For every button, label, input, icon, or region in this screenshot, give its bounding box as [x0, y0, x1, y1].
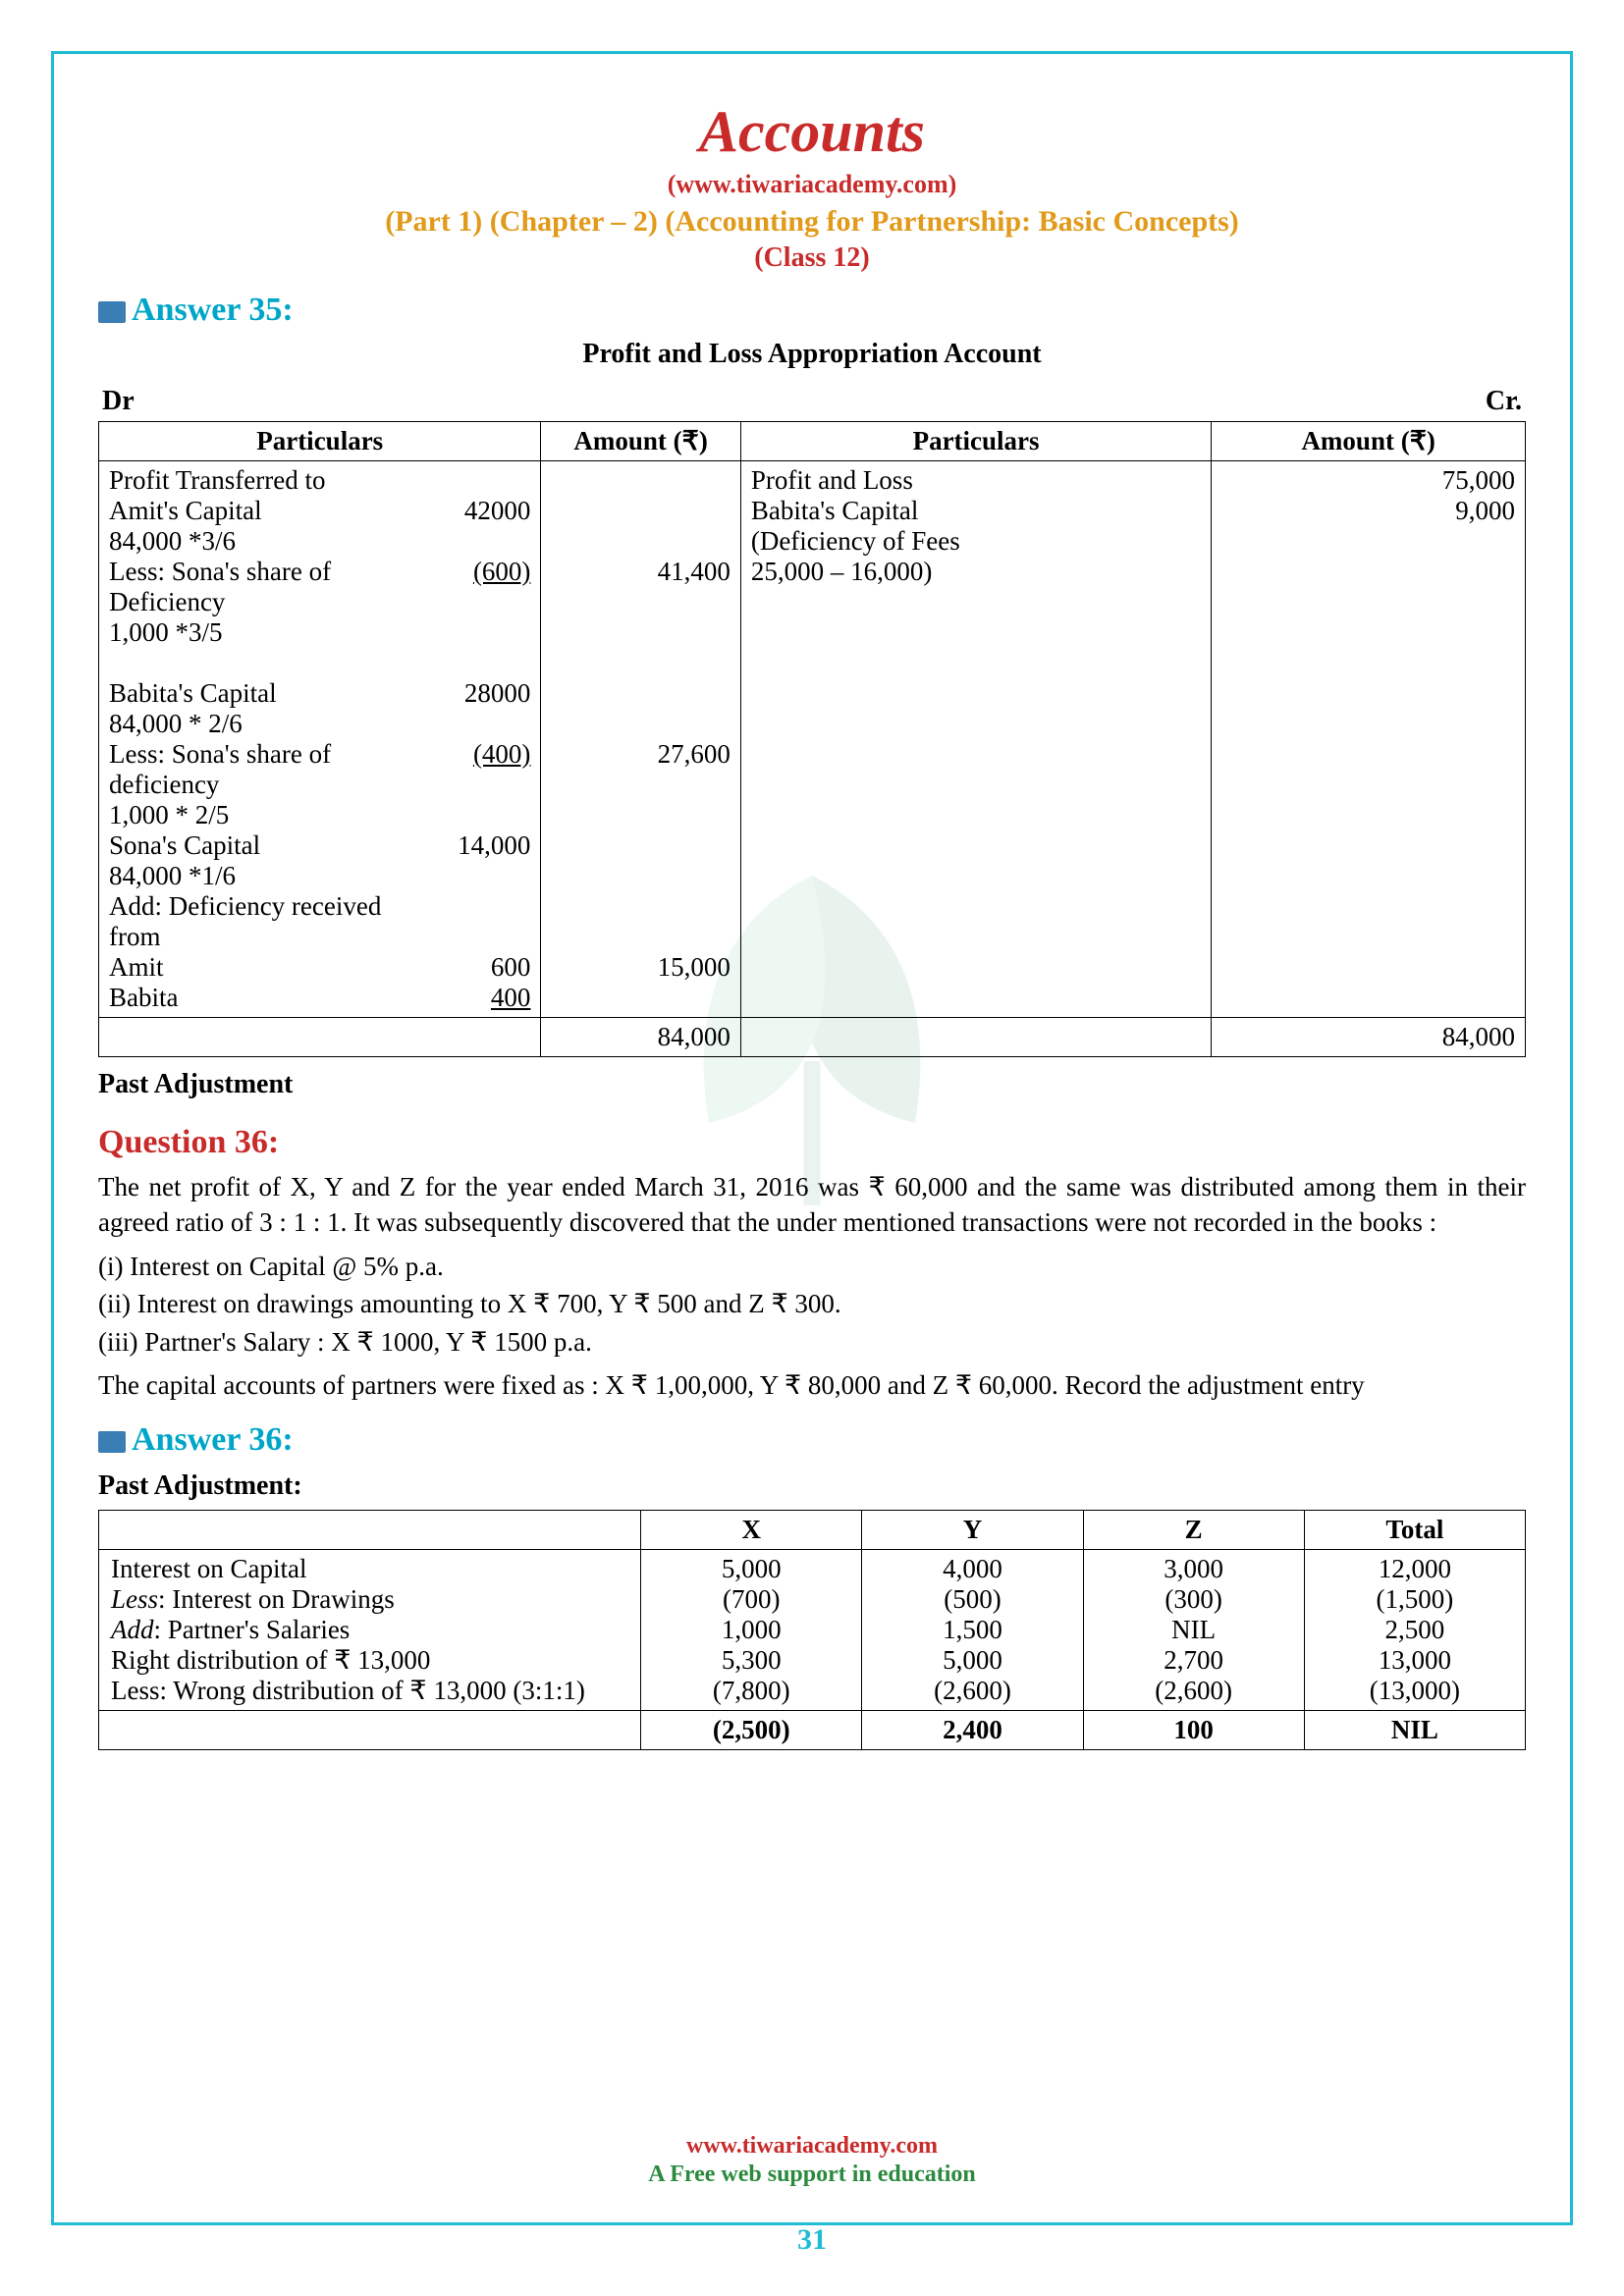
left-row: 84,000 *1/6: [109, 861, 530, 891]
question-36-heading: Question 36:: [98, 1124, 1526, 1161]
left-amount: [551, 587, 730, 617]
left-amount: [551, 648, 730, 678]
left-row: [109, 648, 530, 678]
left-row: Amit's Capital42000: [109, 496, 530, 526]
left-particulars-cell: Profit Transferred toAmit's Capital42000…: [99, 461, 541, 1018]
answer-36-heading: Answer 36:: [98, 1421, 1526, 1459]
pl-account-title: Profit and Loss Appropriation Account: [98, 339, 1526, 370]
answer-36-label: Answer 36:: [132, 1421, 294, 1458]
adj-cell: 100: [1083, 1710, 1304, 1749]
right-particular: Babita's Capital: [751, 496, 1201, 526]
adj-cell: 2,400: [862, 1710, 1083, 1749]
right-amount: [1221, 557, 1515, 587]
right-particular: 25,000 – 16,000): [751, 557, 1201, 587]
adjustment-table: XYZTotal Interest on CapitalLess: Intere…: [98, 1510, 1526, 1750]
left-amount: [551, 617, 730, 648]
right-amount: 75,000: [1221, 465, 1515, 496]
page-title: Accounts: [98, 98, 1526, 166]
total-amount-l: 84,000: [541, 1018, 740, 1057]
col-amount-r: Amount (₹): [1212, 422, 1526, 461]
adj-cell: 4,000(500)1,5005,000(2,600): [862, 1549, 1083, 1710]
q36-para2: The capital accounts of partners were fi…: [98, 1367, 1526, 1403]
adj-cell: NIL: [1304, 1710, 1525, 1749]
adj-cell: 12,000(1,500)2,50013,000(13,000): [1304, 1549, 1525, 1710]
header-link: (www.tiwariacademy.com): [98, 170, 1526, 199]
left-row: 1,000 * 2/5: [109, 800, 530, 830]
col-particulars-l: Particulars: [99, 422, 541, 461]
left-amount: [551, 709, 730, 739]
left-row: Less: Sona's share of(400): [109, 739, 530, 770]
left-amount: [551, 922, 730, 952]
adj-cell: [99, 1710, 641, 1749]
left-row: Less: Sona's share of(600): [109, 557, 530, 587]
right-amount: 9,000: [1221, 496, 1515, 526]
left-amount: 27,600: [551, 739, 730, 770]
left-amount: [551, 830, 730, 861]
q36-para1: The net profit of X, Y and Z for the yea…: [98, 1169, 1526, 1241]
left-row: Add: Deficiency received from: [109, 891, 530, 952]
left-row: 1,000 *3/5: [109, 617, 530, 648]
left-amount: [551, 678, 730, 709]
logo-icon: [98, 301, 126, 323]
adj-col-header: Total: [1304, 1510, 1525, 1549]
left-amount: [551, 891, 730, 922]
total-blank-r: [740, 1018, 1211, 1057]
answer-35-heading: Answer 35:: [98, 292, 1526, 329]
left-row: 84,000 *3/6: [109, 526, 530, 557]
left-row: Profit Transferred to: [109, 465, 530, 496]
left-amount: [551, 861, 730, 891]
left-amount: [551, 770, 730, 800]
logo-icon: [98, 1431, 126, 1453]
footer-tagline: A Free web support in education: [0, 2162, 1624, 2188]
content: Accounts (www.tiwariacademy.com) (Part 1…: [59, 69, 1565, 1750]
q36-item-3: (iii) Partner's Salary : X ₹ 1000, Y ₹ 1…: [98, 1324, 1526, 1360]
left-amount: [551, 526, 730, 557]
adj-col-header: Y: [862, 1510, 1083, 1549]
left-amount: [551, 465, 730, 496]
q36-item-2: (ii) Interest on drawings amounting to X…: [98, 1286, 1526, 1321]
right-amount-cell: 75,0009,000: [1212, 461, 1526, 1018]
right-particular: (Deficiency of Fees: [751, 526, 1201, 557]
adj-cell: 5,000(700)1,0005,300(7,800): [641, 1549, 862, 1710]
left-row: Babita400: [109, 983, 530, 1013]
adj-cell: (2,500): [641, 1710, 862, 1749]
left-amount: [551, 496, 730, 526]
dr-cr-row: Dr Cr.: [98, 386, 1526, 417]
header-class: (Class 12): [98, 242, 1526, 274]
left-row: Amit600: [109, 952, 530, 983]
page: Accounts (www.tiwariacademy.com) (Part 1…: [0, 0, 1624, 2296]
left-amount: 41,400: [551, 557, 730, 587]
dr-label: Dr: [102, 386, 135, 417]
adj-cell: 3,000(300)NIL2,700(2,600): [1083, 1549, 1304, 1710]
left-row: 84,000 * 2/6: [109, 709, 530, 739]
page-number: 31: [0, 2223, 1624, 2257]
q36-item-1: (i) Interest on Capital @ 5% p.a.: [98, 1249, 1526, 1284]
adj-col-header: Z: [1083, 1510, 1304, 1549]
left-amount: [551, 800, 730, 830]
adj-col-header: X: [641, 1510, 862, 1549]
footer-link: www.tiwariacademy.com: [0, 2133, 1624, 2160]
answer-35-label: Answer 35:: [132, 292, 294, 328]
footer: www.tiwariacademy.com A Free web support…: [0, 2133, 1624, 2188]
right-amount: [1221, 526, 1515, 557]
adj-col-header: [99, 1510, 641, 1549]
left-row: Babita's Capital28000: [109, 678, 530, 709]
left-amount-cell: 41,400 27,600 15,000: [541, 461, 740, 1018]
col-particulars-r: Particulars: [740, 422, 1211, 461]
past-adjustment-sub: Past Adjustment:: [98, 1470, 1526, 1502]
left-row: Deficiency: [109, 587, 530, 617]
right-particulars-cell: Profit and LossBabita's Capital(Deficien…: [740, 461, 1211, 1018]
cr-label: Cr.: [1486, 386, 1522, 417]
adj-cell: Interest on CapitalLess: Interest on Dra…: [99, 1549, 641, 1710]
left-row: Sona's Capital14,000: [109, 830, 530, 861]
col-amount-l: Amount (₹): [541, 422, 740, 461]
pl-appropriation-table: Particulars Amount (₹) Particulars Amoun…: [98, 421, 1526, 1057]
left-amount: 15,000: [551, 952, 730, 983]
left-row: deficiency: [109, 770, 530, 800]
right-particular: Profit and Loss: [751, 465, 1201, 496]
header-chapter: (Part 1) (Chapter – 2) (Accounting for P…: [98, 205, 1526, 239]
past-adjustment-label: Past Adjustment: [98, 1069, 1526, 1100]
total-blank-l: [99, 1018, 541, 1057]
total-amount-r: 84,000: [1212, 1018, 1526, 1057]
